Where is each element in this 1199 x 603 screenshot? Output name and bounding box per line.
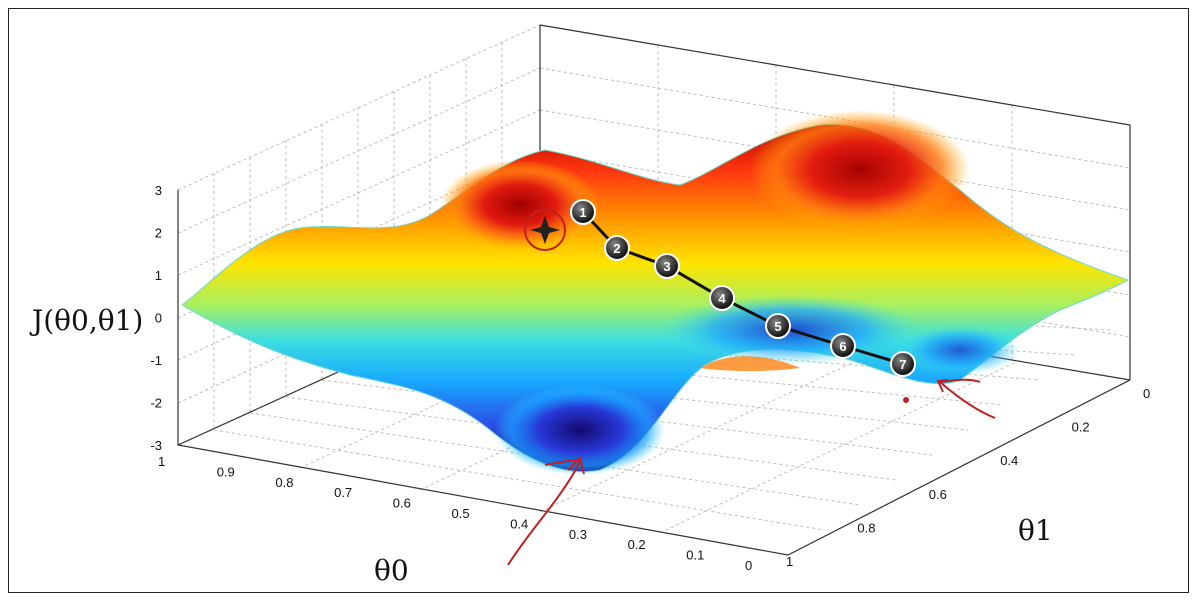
theta0-axis-ticks: 1 0.9 0.8 0.7 0.6 0.5 0.4 0.3 0.2 0.1 0 (158, 454, 752, 573)
gradient-step-label: 7 (899, 357, 906, 372)
theta1-tick-label: 0.2 (1072, 420, 1090, 435)
theta0-tick-label: 1 (158, 454, 165, 469)
gradient-step-marker (890, 351, 916, 377)
theta0-tick-label: 0.7 (334, 485, 352, 500)
gradient-step-4: 4 (709, 285, 735, 311)
gradient-step-marker (709, 285, 735, 311)
gradient-step-label: 4 (718, 291, 726, 306)
theta1-tick-label: 0 (1143, 386, 1150, 401)
z-axis-title: J(θ0,θ1) (29, 304, 143, 337)
gradient-step-marker (570, 199, 596, 225)
z-tick-label: 3 (155, 183, 162, 198)
theta0-axis-title: θ0 (374, 554, 409, 587)
cost-surface (181, 110, 1130, 475)
theta1-tick-label: 0.4 (1000, 453, 1018, 468)
gradient-step-marker (765, 313, 791, 339)
gradient-step-label: 5 (774, 319, 781, 334)
gradient-step-label: 2 (613, 241, 620, 256)
gradient-step-3: 3 (654, 253, 680, 279)
gradient-step-1: 1 (570, 199, 596, 225)
z-tick-label: -1 (150, 353, 162, 368)
gradient-step-marker (604, 235, 630, 261)
theta0-tick-label: 0.9 (217, 464, 235, 479)
start-marker (524, 209, 566, 251)
theta0-tick-label: 0.2 (628, 537, 646, 552)
theta0-tick-label: 0.5 (452, 506, 470, 521)
z-tick-label: -2 (150, 396, 162, 411)
gradient-step-2: 2 (604, 235, 630, 261)
theta1-axis-title: θ1 (1018, 514, 1053, 547)
gradient-step-marker (830, 333, 856, 359)
gradient-step-5: 5 (765, 313, 791, 339)
z-tick-label: 2 (155, 226, 162, 241)
theta0-tick-label: 0 (745, 558, 752, 573)
z-tick-label: -3 (150, 438, 162, 453)
gradient-step-label: 3 (663, 259, 670, 274)
theta0-tick-label: 0.6 (393, 496, 411, 511)
gradient-step-label: 6 (839, 339, 846, 354)
gradient-step-label: 1 (579, 205, 586, 220)
gradient-step-6: 6 (830, 333, 856, 359)
theta0-tick-label: 0.4 (510, 516, 528, 531)
theta1-tick-label: 0.6 (929, 487, 947, 502)
theta0-tick-label: 0.1 (686, 548, 704, 563)
theta0-tick-label: 0.3 (569, 527, 587, 542)
theta1-tick-label: 0.8 (857, 520, 875, 535)
theta1-axis-ticks: 0 0.2 0.4 0.6 0.8 1 (786, 386, 1150, 569)
theta0-tick-label: 0.8 (275, 475, 293, 490)
z-tick-label: 0 (155, 311, 162, 326)
minimum-arrow-right (903, 378, 996, 419)
gradient-step-7: 7 (890, 351, 916, 377)
z-axis-ticks: 3 2 1 0 -1 -2 -3 (150, 183, 162, 453)
minimum-arrow-left (507, 456, 585, 566)
theta1-tick-label: 1 (786, 554, 793, 569)
z-tick-label: 1 (155, 268, 162, 283)
gradient-step-marker (654, 253, 680, 279)
